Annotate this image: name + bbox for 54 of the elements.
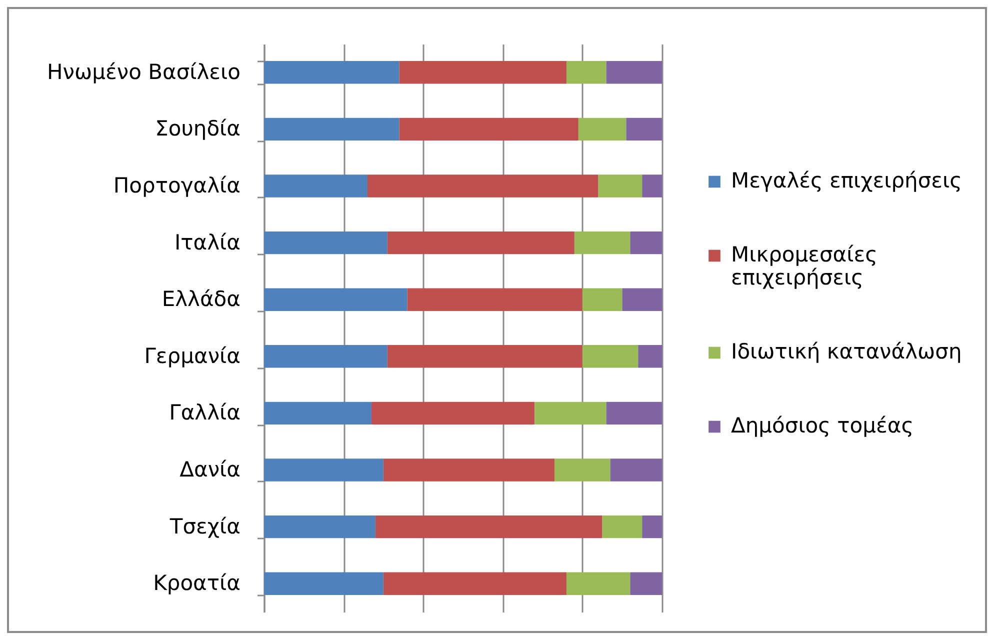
bar (578, 118, 626, 141)
bar (264, 515, 376, 538)
bar (383, 572, 566, 595)
bar (630, 572, 662, 595)
legend-label: Μεγαλές επιχειρήσεις (731, 168, 962, 193)
bar (399, 118, 578, 141)
y-tick-label: Ηνωμένο Βασίλειο (47, 60, 240, 84)
y-tick-label: Ελλάδα (162, 287, 240, 312)
y-tick-label: Πορτογαλία (113, 174, 240, 198)
y-tick-label: Δανία (180, 458, 240, 482)
bar (264, 458, 384, 482)
bar (264, 402, 372, 425)
bar (264, 118, 400, 141)
y-tick-label: Τσεχία (168, 514, 240, 538)
legend-label: Ιδιωτική κατανάλωση (731, 340, 962, 364)
bar (554, 458, 610, 482)
bar (375, 515, 602, 538)
y-tick-label: Κροατία (153, 571, 240, 596)
bar (399, 61, 566, 84)
bar (622, 288, 662, 311)
legend-label: Μικρομεσαίες επιχειρήσεις (731, 242, 878, 290)
bar (387, 345, 582, 368)
bar (264, 231, 388, 254)
bar (264, 174, 368, 198)
bar (638, 345, 662, 368)
bar (630, 231, 662, 254)
bar (264, 61, 400, 84)
y-tick-label: Γερμανία (144, 344, 240, 368)
bar (642, 174, 662, 198)
y-tick-label: Σουηδία (155, 116, 240, 141)
bar (582, 345, 638, 368)
y-tick-label: Ιταλία (174, 230, 240, 254)
legend-label: Δημόσιος τομέας (731, 414, 914, 438)
bar (264, 288, 408, 311)
bar (610, 458, 662, 482)
y-tick-label: Γαλλία (169, 400, 240, 425)
bar (606, 61, 662, 84)
bar (383, 458, 555, 482)
bar (602, 515, 642, 538)
bar (598, 174, 642, 198)
bar (264, 572, 384, 595)
bar (574, 231, 630, 254)
bar (566, 572, 630, 595)
bar (582, 288, 622, 311)
bar (534, 402, 606, 425)
bar (264, 345, 388, 368)
bar (606, 402, 662, 425)
bar (371, 402, 535, 425)
bar (642, 515, 662, 538)
bar (387, 231, 574, 254)
bar (407, 288, 582, 311)
bar (566, 61, 606, 84)
bar (626, 118, 662, 141)
bar (367, 174, 598, 198)
